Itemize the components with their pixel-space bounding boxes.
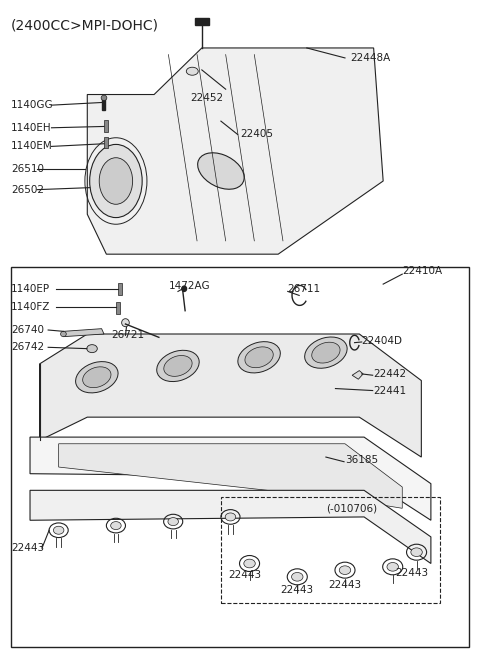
Ellipse shape: [60, 331, 66, 337]
Text: 22410A: 22410A: [402, 267, 443, 277]
Text: 26711: 26711: [288, 284, 321, 294]
Bar: [104, 137, 108, 148]
Text: 22448A: 22448A: [350, 53, 390, 63]
Ellipse shape: [291, 572, 303, 581]
Text: 22443: 22443: [11, 543, 44, 553]
Polygon shape: [352, 371, 363, 379]
Text: 22404D: 22404D: [362, 335, 403, 345]
Ellipse shape: [305, 337, 347, 368]
Text: 1140FZ: 1140FZ: [11, 303, 50, 313]
Text: 22441: 22441: [373, 385, 407, 395]
Polygon shape: [30, 490, 431, 564]
Bar: [195, 18, 209, 25]
Ellipse shape: [387, 562, 398, 571]
Text: (2400CC>MPI-DOHC): (2400CC>MPI-DOHC): [11, 18, 159, 32]
Polygon shape: [87, 48, 383, 254]
Text: 22405: 22405: [240, 130, 273, 140]
Text: 22443: 22443: [328, 580, 361, 590]
Text: 36185: 36185: [345, 456, 378, 466]
Text: 1140EM: 1140EM: [11, 142, 53, 152]
Polygon shape: [30, 437, 431, 520]
Ellipse shape: [339, 566, 351, 574]
Polygon shape: [39, 334, 421, 457]
Ellipse shape: [111, 522, 121, 530]
Bar: [102, 98, 106, 110]
Ellipse shape: [164, 355, 192, 376]
Bar: [104, 120, 108, 132]
Text: 22442: 22442: [373, 369, 407, 379]
Ellipse shape: [186, 67, 198, 75]
Text: 22452: 22452: [190, 93, 223, 102]
Ellipse shape: [53, 526, 64, 534]
Ellipse shape: [157, 350, 199, 381]
Ellipse shape: [225, 513, 236, 521]
Ellipse shape: [101, 95, 107, 100]
Text: 22443: 22443: [395, 568, 428, 578]
Ellipse shape: [121, 319, 129, 327]
Text: 26502: 26502: [11, 184, 44, 194]
Ellipse shape: [238, 341, 280, 373]
Text: 22443: 22443: [228, 570, 261, 580]
Circle shape: [99, 158, 132, 204]
Ellipse shape: [244, 559, 255, 568]
Ellipse shape: [83, 367, 111, 387]
Ellipse shape: [168, 518, 179, 526]
Text: 1140EH: 1140EH: [11, 123, 51, 133]
Text: 26740: 26740: [11, 325, 44, 335]
Ellipse shape: [411, 548, 422, 556]
Ellipse shape: [312, 342, 340, 363]
Ellipse shape: [87, 345, 97, 353]
Circle shape: [90, 144, 142, 218]
Text: 26742: 26742: [11, 342, 44, 352]
Text: 1140GG: 1140GG: [11, 100, 54, 110]
Ellipse shape: [182, 286, 187, 291]
Text: 26721: 26721: [111, 331, 144, 340]
Ellipse shape: [198, 153, 244, 189]
Bar: [116, 302, 120, 314]
Text: 26510: 26510: [11, 164, 44, 174]
Text: (-010706): (-010706): [326, 503, 377, 513]
Text: 1140EP: 1140EP: [11, 284, 50, 294]
Polygon shape: [63, 329, 104, 337]
Polygon shape: [59, 444, 402, 508]
Ellipse shape: [245, 347, 273, 367]
Text: 1472AG: 1472AG: [168, 281, 210, 291]
Bar: [118, 283, 122, 295]
Text: 22443: 22443: [281, 585, 314, 595]
Ellipse shape: [76, 361, 118, 393]
